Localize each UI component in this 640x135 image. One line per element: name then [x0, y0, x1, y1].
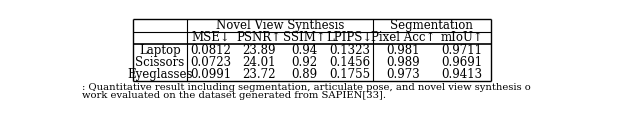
Text: 24.01: 24.01: [243, 56, 276, 69]
Text: mIoU↑: mIoU↑: [441, 31, 483, 44]
Text: 0.89: 0.89: [292, 68, 318, 81]
Text: 23.72: 23.72: [243, 68, 276, 81]
Text: Pixel Acc↑: Pixel Acc↑: [371, 31, 435, 44]
Text: Eyeglasses: Eyeglasses: [127, 68, 193, 81]
Text: Laptop: Laptop: [139, 44, 180, 57]
Text: 0.981: 0.981: [387, 44, 420, 57]
Text: 0.9691: 0.9691: [442, 56, 483, 69]
Text: : Quantitative result including segmentation, articulate pose, and novel view sy: : Quantitative result including segmenta…: [81, 83, 531, 92]
Text: 0.973: 0.973: [387, 68, 420, 81]
Text: 0.94: 0.94: [292, 44, 318, 57]
Text: work evaluated on the dataset generated from SAPIEN[33].: work evaluated on the dataset generated …: [81, 91, 385, 100]
Text: 0.92: 0.92: [292, 56, 318, 69]
Text: 0.1456: 0.1456: [329, 56, 371, 69]
Text: 0.0812: 0.0812: [191, 44, 232, 57]
Text: LPIPS↓: LPIPS↓: [326, 31, 373, 44]
Text: 0.9711: 0.9711: [442, 44, 483, 57]
Text: 23.89: 23.89: [243, 44, 276, 57]
Text: SSIM↑: SSIM↑: [284, 31, 326, 44]
Text: Scissors: Scissors: [135, 56, 184, 69]
Text: PSNR↑: PSNR↑: [237, 31, 282, 44]
Text: 0.1323: 0.1323: [329, 44, 370, 57]
Text: MSE↓: MSE↓: [191, 31, 230, 44]
Text: 0.1755: 0.1755: [329, 68, 371, 81]
Text: 0.0991: 0.0991: [191, 68, 232, 81]
Text: 0.9413: 0.9413: [442, 68, 483, 81]
Text: 0.0723: 0.0723: [191, 56, 232, 69]
Text: Novel View Synthesis: Novel View Synthesis: [216, 19, 344, 32]
Text: Segmentation: Segmentation: [390, 19, 474, 32]
Text: 0.989: 0.989: [387, 56, 420, 69]
